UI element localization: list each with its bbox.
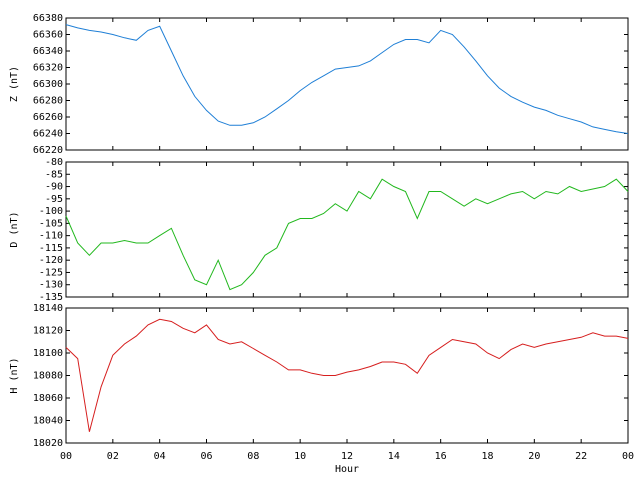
y-tick-label: -105 (39, 218, 63, 229)
y-tick-label: 66300 (33, 79, 63, 90)
x-tick-label: 04 (154, 451, 166, 462)
x-tick-label: 06 (200, 451, 212, 462)
y-tick-label: -95 (45, 194, 63, 205)
plot-frame (65, 17, 629, 151)
y-tick-label: 18060 (33, 393, 63, 404)
x-tick-label: 22 (575, 451, 587, 462)
y-tick-label: -80 (45, 157, 63, 168)
y-tick-label: 18080 (33, 371, 63, 382)
y-tick-label: 18120 (33, 326, 63, 337)
y-tick-label: 66340 (33, 46, 63, 57)
y-tick-label: 66280 (33, 96, 63, 107)
y-tick-label: -115 (39, 243, 63, 254)
x-tick-label: 12 (341, 451, 353, 462)
y-tick-label: -110 (39, 231, 63, 242)
y-tick-label: -125 (39, 267, 63, 278)
y-tick-label: 66240 (33, 129, 63, 140)
y-tick-label: 18020 (33, 438, 63, 449)
plot-frame (65, 161, 629, 298)
x-tick-label: 00 (60, 451, 72, 462)
x-tick-label: 14 (388, 451, 400, 462)
x-tick-label: 08 (247, 451, 259, 462)
plot-frame (65, 307, 629, 444)
y-tick-label: 66220 (33, 145, 63, 156)
y-tick-label: 66380 (33, 13, 63, 24)
y-tick-label: -90 (45, 182, 63, 193)
y-tick-label: -130 (39, 280, 63, 291)
y-tick-label: 66260 (33, 112, 63, 123)
x-axis-label: Hour (335, 464, 359, 475)
data-line (65, 318, 629, 432)
y-tick-label: 18100 (33, 348, 63, 359)
y-axis-label: Z (nT) (9, 66, 20, 102)
y-tick-label: 66320 (33, 63, 63, 74)
x-tick-label: 18 (481, 451, 493, 462)
y-tick-label: 18140 (33, 303, 63, 314)
y-tick-label: -100 (39, 206, 63, 217)
y-tick-label: 18040 (33, 416, 63, 427)
x-tick-label: 16 (435, 451, 447, 462)
y-tick-label: -85 (45, 169, 63, 180)
data-line (65, 178, 629, 291)
x-tick-label: 20 (528, 451, 540, 462)
data-line (65, 24, 629, 134)
y-axis-label: H (nT) (9, 357, 20, 393)
x-tick-label: 00 (622, 451, 634, 462)
x-tick-label: 10 (294, 451, 306, 462)
y-tick-label: 66360 (33, 30, 63, 41)
y-tick-label: -120 (39, 255, 63, 266)
y-axis-label: D (nT) (9, 211, 20, 247)
y-tick-label: -135 (39, 292, 63, 303)
x-tick-label: 02 (107, 451, 119, 462)
